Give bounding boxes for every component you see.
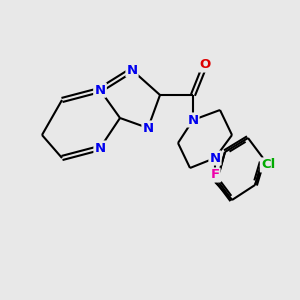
Text: N: N xyxy=(209,152,220,164)
Text: N: N xyxy=(126,64,138,76)
Text: F: F xyxy=(210,169,220,182)
Text: O: O xyxy=(200,58,211,71)
Text: N: N xyxy=(142,122,154,134)
Text: N: N xyxy=(94,142,106,154)
Text: N: N xyxy=(94,83,106,97)
Text: Cl: Cl xyxy=(261,158,275,172)
Text: N: N xyxy=(188,113,199,127)
Text: N: N xyxy=(94,83,106,97)
